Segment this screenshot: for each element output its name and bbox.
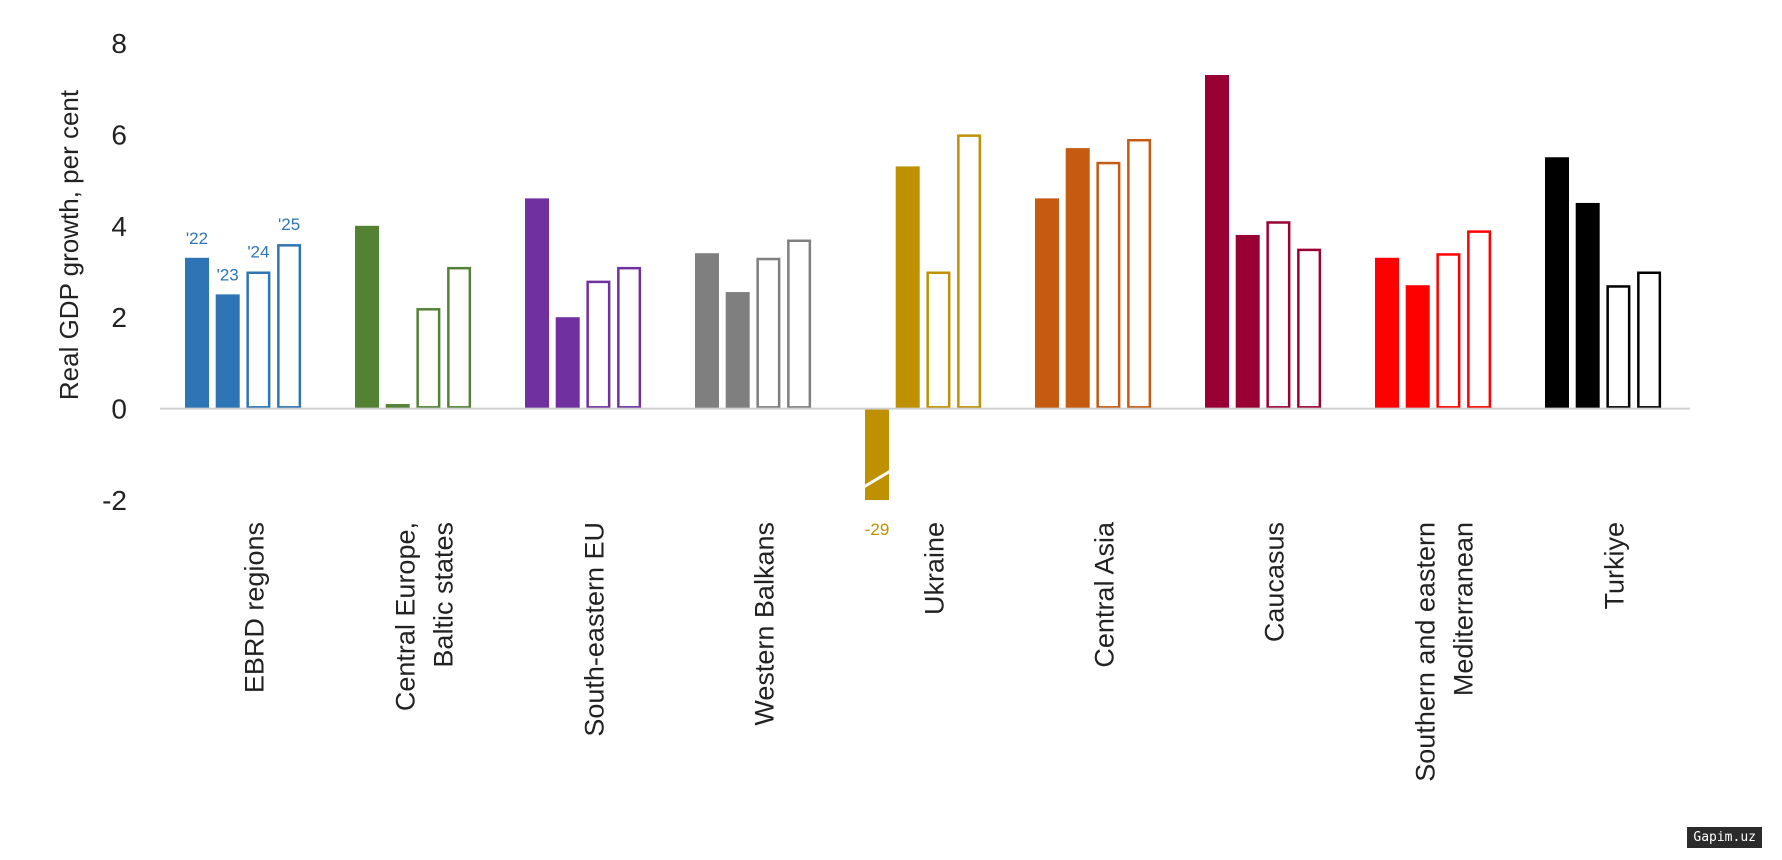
bar <box>1575 202 1600 409</box>
bar <box>957 134 982 409</box>
year-label: '22 <box>186 229 208 248</box>
bar <box>787 239 812 409</box>
y-tick-label: 2 <box>111 302 127 333</box>
y-tick-label: 0 <box>111 394 127 425</box>
bar <box>277 244 302 409</box>
bar <box>447 266 472 409</box>
y-tick-label: 4 <box>111 211 127 242</box>
bar <box>1545 157 1569 409</box>
bar <box>1127 138 1152 409</box>
watermark: Gapim.uz <box>1687 827 1762 848</box>
bar <box>1467 230 1492 409</box>
category-label: Caucasus <box>1259 522 1289 642</box>
category-label: Southern and eastern <box>1410 522 1440 782</box>
bar <box>1375 257 1399 409</box>
bar <box>1235 234 1260 409</box>
category-label: EBRD regions <box>239 522 269 693</box>
bar <box>586 280 611 409</box>
bar <box>355 225 379 409</box>
bar <box>725 292 750 409</box>
year-label: '25 <box>278 215 300 234</box>
bar <box>756 257 781 409</box>
bar <box>1436 253 1461 409</box>
category-label: South-eastern EU <box>579 522 609 737</box>
category-label: Baltic states <box>428 522 458 668</box>
year-label: '23 <box>217 265 239 284</box>
bar <box>1035 198 1059 409</box>
y-tick-label: 6 <box>111 119 127 150</box>
bar <box>926 271 951 409</box>
y-tick-label: -2 <box>102 485 127 516</box>
bar <box>1205 74 1229 409</box>
bar <box>695 253 719 409</box>
category-label: Ukraine <box>919 522 949 615</box>
category-label: Western Balkans <box>749 522 779 726</box>
bar <box>617 266 642 409</box>
y-tick-label: 8 <box>111 28 127 59</box>
bar <box>385 404 410 409</box>
bar <box>1637 271 1662 409</box>
bar <box>1065 148 1090 409</box>
bar <box>865 408 889 500</box>
bar <box>1096 161 1121 409</box>
bar <box>1266 221 1291 409</box>
category-label: Mediterranean <box>1448 522 1478 696</box>
bar <box>1606 285 1631 409</box>
category-label: Central Europe, <box>390 522 420 711</box>
year-label: '24 <box>247 243 269 262</box>
bar <box>416 308 441 409</box>
bar <box>246 271 271 409</box>
y-axis-title: Real GDP growth, per cent <box>54 89 84 400</box>
bar-break-label: -29 <box>865 520 890 539</box>
bar <box>215 294 240 409</box>
bar <box>555 317 580 409</box>
bar <box>1405 285 1430 409</box>
bar <box>1297 248 1322 409</box>
category-label: Turkiye <box>1599 522 1629 610</box>
bar-break-mark <box>861 468 893 490</box>
bar <box>525 198 549 409</box>
bar <box>185 257 209 409</box>
bar <box>895 166 920 409</box>
category-label: Central Asia <box>1089 521 1119 668</box>
